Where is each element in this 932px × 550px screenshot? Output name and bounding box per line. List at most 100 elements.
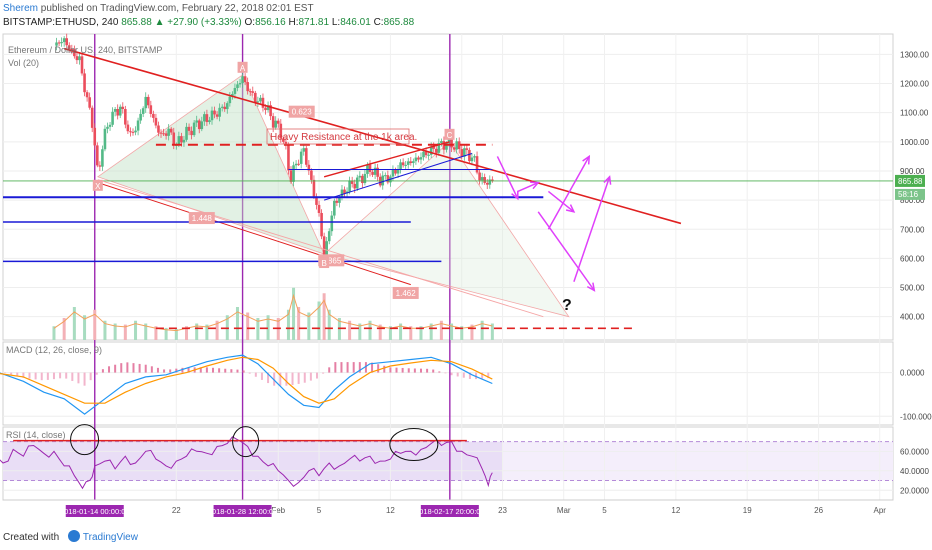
candle-body xyxy=(73,49,76,57)
candle-body xyxy=(287,145,290,171)
candle-body xyxy=(93,127,97,146)
x-tick-label: Apr xyxy=(874,506,887,515)
candle-body xyxy=(386,175,390,183)
macd-histogram-bar xyxy=(224,368,227,373)
candle-body xyxy=(136,120,140,131)
candle-body xyxy=(338,197,341,203)
macd-histogram-bar xyxy=(279,372,282,386)
candle-body xyxy=(417,157,420,160)
candle-body xyxy=(271,116,275,128)
candle-body xyxy=(317,204,321,213)
candle-body xyxy=(276,120,280,124)
volume-bar xyxy=(134,320,138,340)
candle-body xyxy=(67,45,71,50)
pattern-point-badge xyxy=(92,179,103,191)
volume-bar xyxy=(266,315,270,340)
resistance-trendline xyxy=(63,47,682,225)
date-marker-badge xyxy=(65,505,124,517)
trading-chart[interactable]: 0.623 1.448 1.865 1.462 X A B C 1300.00 1200.00 1… xyxy=(0,0,932,528)
low-value: 846.01 xyxy=(340,17,371,28)
macd-histogram-bar xyxy=(383,365,386,373)
volume-bar xyxy=(409,326,413,340)
current-price-label: 865.88 xyxy=(898,177,923,186)
volume-bar xyxy=(144,323,148,340)
y-tick-label: 1100.00 xyxy=(900,109,929,118)
candle-body xyxy=(394,170,397,174)
macd-histogram-bar xyxy=(315,372,318,379)
candle-body xyxy=(96,145,99,166)
macd-histogram-bar xyxy=(83,372,86,386)
macd-histogram-bar xyxy=(132,363,135,373)
candle-body xyxy=(465,148,469,150)
x-tick-label: Mar xyxy=(557,506,571,515)
candle-body xyxy=(162,133,165,135)
macd-histogram-bar xyxy=(16,372,19,377)
volume-bar xyxy=(256,318,260,340)
candle-body xyxy=(167,128,170,136)
macd-histogram-bar xyxy=(377,364,380,373)
pattern-point-label: A xyxy=(240,64,246,73)
macd-histogram-bar xyxy=(364,362,367,373)
macd-histogram-bar xyxy=(34,372,37,380)
low-label: L: xyxy=(331,17,341,28)
date-marker-label: 2018-02-17 20:00:00 xyxy=(415,507,485,516)
candle-body xyxy=(259,97,262,102)
candle-body xyxy=(307,164,311,171)
tradingview-link[interactable]: TradingView xyxy=(82,532,138,543)
macd-tick-label: 0.0000 xyxy=(900,369,925,378)
change-value: ▲ +27.90 (+3.33%) xyxy=(154,17,242,28)
macd-histogram-bar xyxy=(487,372,490,379)
macd-histogram-bar xyxy=(52,372,55,380)
candle-body xyxy=(157,125,160,133)
publish-info: Sherem published on TradingView.com, Feb… xyxy=(3,3,314,14)
candle-body xyxy=(187,126,191,131)
volume-bar xyxy=(164,327,168,340)
macd-histogram-bar xyxy=(187,367,190,373)
current-price-badge xyxy=(895,174,925,187)
macd-histogram-bar xyxy=(114,364,117,373)
close-label: C: xyxy=(373,17,384,28)
rsi-tick-label: 20.0000 xyxy=(900,486,929,495)
candle-body xyxy=(236,84,239,89)
arrow-drop-continuation-head xyxy=(565,204,576,213)
candle-body xyxy=(480,177,484,181)
candle-body xyxy=(144,96,148,109)
candle-body xyxy=(103,128,107,150)
volume-bar xyxy=(439,320,443,340)
candle-body xyxy=(475,156,479,173)
macd-histogram-bar xyxy=(450,372,453,376)
macd-histogram-bar xyxy=(126,362,129,373)
author-link[interactable]: Sherem xyxy=(3,3,39,14)
volume-bar xyxy=(154,326,158,340)
candle-body xyxy=(284,141,288,146)
candle-body xyxy=(463,148,466,157)
candle-body xyxy=(172,132,176,146)
x-tick-label: 23 xyxy=(498,506,507,515)
candle-body xyxy=(483,177,487,183)
candle-body xyxy=(292,165,295,182)
date-marker-label: 2018-01-14 00:00:00 xyxy=(60,507,130,516)
macd-histogram-bar xyxy=(175,368,178,373)
x-tick-label: 12 xyxy=(671,506,680,515)
macd-histogram-bar xyxy=(432,369,435,373)
macd-histogram-bar xyxy=(89,372,92,381)
countdown-label: 58:16 xyxy=(898,190,919,199)
macd-histogram-bar xyxy=(444,372,447,374)
candle-body xyxy=(434,148,438,153)
candle-body xyxy=(233,88,237,94)
candle-body xyxy=(310,170,313,180)
pattern-point-label: C xyxy=(447,131,453,140)
volume-bar xyxy=(358,323,362,340)
pattern-point-label: B xyxy=(321,259,326,268)
candle-body xyxy=(330,215,334,232)
tradingview-logo-icon xyxy=(67,530,80,542)
candle-body xyxy=(213,110,216,115)
volume-bar xyxy=(429,323,433,340)
candle-body xyxy=(200,121,204,130)
volume-bar xyxy=(307,312,311,340)
macd-histogram-bar xyxy=(462,372,465,378)
rising-wedge-bottom xyxy=(323,153,473,201)
candle-body xyxy=(368,164,372,172)
candle-body xyxy=(185,126,188,140)
ohlc-bar: BITSTAMP:ETHUSD, 240 865.88 ▲ +27.90 (+3… xyxy=(3,17,414,28)
